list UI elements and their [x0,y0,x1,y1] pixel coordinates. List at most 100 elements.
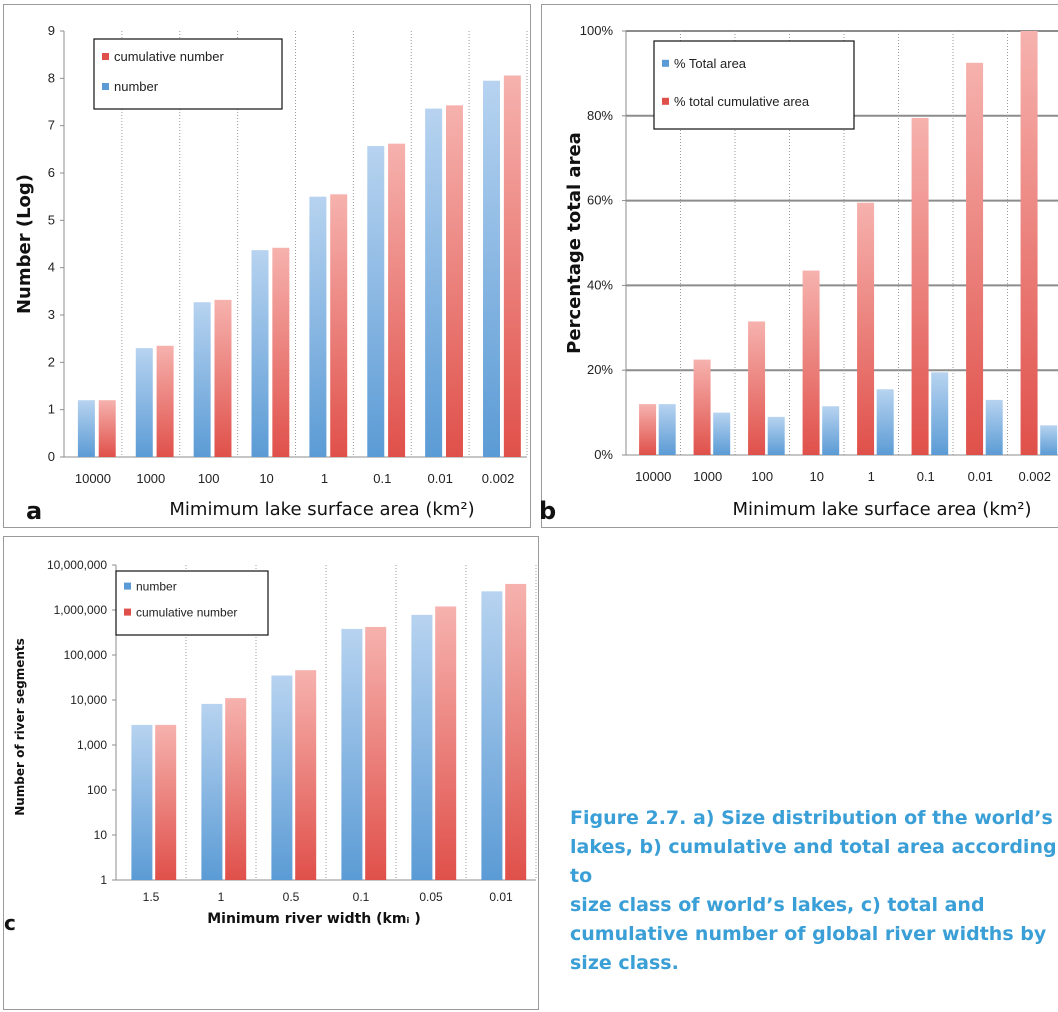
y-tick-label: 60% [587,193,613,208]
bar-c-cumulative-number [295,670,317,880]
bar-b--total-cumulative-area [911,117,929,456]
x-tick-label: 0.01 [428,471,453,486]
x-tick-label: 0.1 [373,471,391,486]
bar-b--total-cumulative-area [802,270,820,455]
bar-a-cumulative-number [388,143,406,458]
bar-c-number [271,675,293,880]
y-tick-label: 80% [587,108,613,123]
x-tick-label: 0.05 [419,890,443,904]
chart-panel-c: 1 10 100 1,000 10,000 100,000 1,000,000 10,000,… [3,536,539,1010]
bar-a-cumulative-number [156,345,174,457]
legend-box [115,570,269,636]
bar-c-cumulative-number [435,606,457,880]
legend-label: % total cumulative area [674,94,810,109]
bar-c-cumulative-number [225,698,247,880]
bar-b--total-area [985,399,1003,455]
y-tick-label: 40% [587,277,613,292]
x-axis-title: Minimum river width (kmᵢ ) [207,911,421,927]
legend-swatch [102,53,109,60]
bar-b--total-cumulative-area [748,321,766,455]
x-tick-label: 0.002 [482,471,515,486]
chart-panel-b: 0% 20% 40% 60% 80% 100% 10000 1000 100 10 1 0.1 0.01… [539,4,1058,528]
y-tick-label: 8 [48,70,55,85]
legend-swatch [124,582,131,590]
chart-panel-a: 0 1 2 3 4 5 6 7 8 9 10000 1000 100 10 1 0.1 0.01 0.002 Num… [3,4,531,528]
legend-label: cumulative number [114,49,224,64]
x-tick-label: 100 [751,469,773,484]
y-tick-label: 5 [48,212,55,227]
bar-a-number [309,196,327,457]
x-tick-label: 100 [198,471,220,486]
x-tick-label: 10000 [635,469,671,484]
x-tick-label: 1 [321,471,328,486]
legend-swatch [662,97,669,105]
y-tick-label: 10,000,000 [47,558,107,572]
panel-label: a [26,497,42,525]
bar-a-number [483,80,501,457]
bar-c-cumulative-number [505,583,527,880]
y-tick-label: 4 [48,260,55,275]
bar-b--total-cumulative-area [693,359,711,455]
y-tick-label: 10 [94,828,108,842]
bar-a-cumulative-number [214,299,232,457]
y-tick-label: 0% [594,447,613,462]
bar-a-number [193,302,211,457]
bar-b--total-cumulative-area [966,62,984,456]
y-tick-label: 1 [100,873,107,887]
bar-b--total-cumulative-area [639,404,657,455]
y-tick-label: 100,000 [64,648,108,662]
x-tick-label: 1 [218,890,225,904]
bar-a-number [425,108,443,458]
bar-b--total-cumulative-area [857,202,875,455]
y-tick-label: 1,000 [77,738,107,752]
figure-caption: Figure 2.7. a) Size distribution of the … [570,807,1057,974]
legend-swatch [124,608,131,616]
x-axis-title: Mimimum lake surface area (km²) [169,499,474,520]
y-tick-label: 1 [48,402,55,417]
y-tick-label: 2 [48,354,55,369]
bar-b--total-area [876,389,894,455]
bar-a-number [135,348,153,457]
y-tick-label: 20% [587,362,613,377]
y-tick-label: 10,000 [70,693,107,707]
x-tick-label: 10 [810,469,824,484]
y-axis-title: Percentage total area [564,132,585,354]
x-tick-label: 0.01 [489,890,513,904]
bar-c-number [481,591,503,880]
legend-box [653,40,855,130]
bar-a-cumulative-number [98,400,116,457]
legend-label: number [114,79,159,94]
x-tick-label: 0.1 [917,469,935,484]
x-tick-label: 10 [259,471,273,486]
legend-label: % Total area [674,56,747,71]
y-tick-label: 100 [87,783,107,797]
x-axis-title: Minimum lake surface area (km²) [732,499,1031,520]
bar-b--total-cumulative-area [1020,31,1038,455]
x-tick-label: 1 [868,469,875,484]
bar-c-number [341,628,363,880]
x-tick-label: 10000 [75,471,111,486]
legend-label: cumulative number [136,606,237,620]
x-tick-label: 0.002 [1018,469,1051,484]
legend-label: number [136,580,177,594]
y-tick-label: 0 [48,449,55,464]
y-tick-label: 100% [580,23,614,38]
x-tick-label: 0.1 [353,890,370,904]
x-tick-label: 0.01 [968,469,993,484]
legend-swatch [102,83,109,90]
panel-label: b [539,497,556,525]
bar-a-cumulative-number [272,247,290,457]
bar-b--total-area [713,412,731,455]
y-tick-label: 9 [48,23,55,38]
bar-a-cumulative-number [503,75,521,457]
y-tick-label: 1,000,000 [54,603,108,617]
bar-b--total-area [822,406,840,455]
bar-b--total-area [931,372,949,455]
chart-a-svg: 0 1 2 3 4 5 6 7 8 9 10000 1000 100 10 1 0.1 0.01 0.002 Num… [14,23,528,525]
panel-label: c [4,911,16,935]
y-tick-label: 3 [48,307,55,322]
bar-c-number [201,703,223,880]
x-tick-label: 1.5 [143,890,160,904]
y-axis-title: Number (Log) [14,174,35,314]
bar-b--total-area [1040,425,1058,455]
